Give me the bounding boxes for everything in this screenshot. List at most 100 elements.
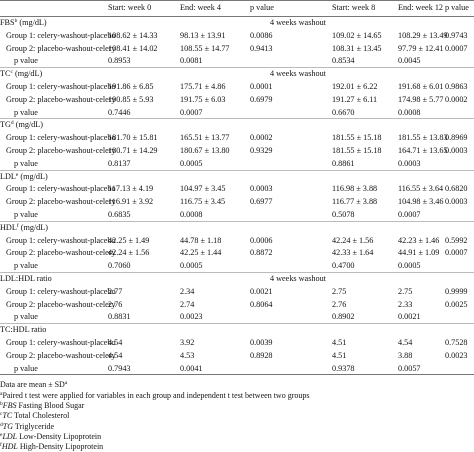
cell: 0.0003	[398, 158, 421, 168]
footnote-mark: a	[0, 390, 3, 397]
cell: 0.0086	[250, 30, 273, 40]
cell: 0.0001	[250, 82, 273, 91]
cell: 4.54	[108, 338, 123, 347]
cell: 0.0005	[398, 261, 421, 271]
footnote-ref: f	[16, 222, 19, 229]
row-label: Group 2: placebo-washout-celery	[6, 248, 116, 258]
rule	[0, 220, 474, 222]
cell: 0.0002	[250, 133, 273, 143]
section-title: LDL:HDL ratio	[0, 273, 52, 284]
cell: 0.0003	[445, 146, 468, 155]
cell: 109.02 ± 14.65	[332, 30, 382, 40]
footnote-text: Fasting Blood Sugar	[18, 401, 85, 410]
footnote-mark: d	[0, 421, 3, 428]
rule	[0, 323, 474, 325]
column-header: End: week 4	[180, 3, 221, 12]
section-title: TC:HDL ratio	[0, 324, 46, 335]
cell: 0.0025	[445, 299, 468, 309]
row-label: Group 2: placebo-washout-celery	[6, 94, 116, 104]
cell: 2.76	[332, 299, 347, 309]
cell: 3.92	[180, 338, 195, 347]
section-title: TGd (mg/dL)	[0, 119, 43, 130]
footnote-abbr: TC	[2, 411, 13, 421]
row-label: p value	[14, 107, 38, 117]
footnote: aPaired t test were applied for variable…	[0, 391, 309, 401]
column-header: p value	[250, 3, 274, 12]
section-title: TCc (mg/dL)	[0, 68, 42, 79]
rule	[0, 16, 474, 17]
cell: 0.0008	[398, 107, 421, 117]
row-label: p value	[14, 56, 38, 66]
row-label: p value	[14, 210, 38, 219]
section-title: HDLf (mg/dL)	[0, 222, 48, 233]
section-title: LDLe (mg/dL)	[0, 171, 48, 182]
cell: 181.70 ± 15.81	[108, 133, 158, 143]
cell: 116.55 ± 3.64	[398, 184, 444, 194]
cell: 192.01 ± 6.22	[332, 82, 378, 91]
cell: 0.9378	[332, 363, 355, 373]
cell: 180.67 ± 13.80	[180, 146, 230, 155]
row-label: Group 2: placebo-washout-celery	[6, 146, 116, 155]
cell: 116.98 ± 3.88	[332, 184, 378, 194]
cell: 0.0057	[398, 363, 421, 373]
cell: 0.7943	[108, 363, 131, 373]
cell: 2.76	[108, 299, 123, 309]
cell: 181.55 ± 15.18	[332, 146, 382, 155]
cell: 174.98 ± 5.77	[398, 94, 444, 104]
rule	[0, 67, 474, 69]
rule	[0, 169, 474, 171]
washout-note: 4 weeks washout	[270, 274, 326, 283]
cell: 0.7528	[445, 338, 468, 347]
cell: 0.0039	[250, 338, 273, 347]
section-name: TC	[0, 69, 11, 79]
column-header: Start: week 0	[108, 3, 152, 12]
cell: 181.55 ± 13.83	[398, 133, 448, 143]
cell: 0.6820	[445, 184, 468, 194]
row-label: Group 1: celery-washout-placebo	[6, 338, 116, 347]
footnote-mark: c	[0, 411, 3, 418]
column-header: p value	[445, 3, 469, 12]
cell: 116.91 ± 3.92	[108, 197, 154, 207]
cell: 2.33	[398, 299, 413, 309]
cell: 0.8953	[108, 56, 131, 66]
footnote: bFBS Fasting Blood Sugar	[0, 401, 84, 411]
cell: 0.0008	[180, 210, 203, 219]
cell: 2.75	[332, 286, 347, 296]
cell: 0.6979	[250, 94, 273, 104]
cell: 116.77 ± 3.88	[332, 197, 378, 207]
cell: 0.9863	[445, 82, 468, 91]
footnote: eLDL Low-Density Lipoprotein	[0, 432, 101, 442]
cell: 165.51 ± 13.77	[180, 133, 230, 143]
cell: 42.24 ± 1.56	[108, 248, 150, 258]
rule	[0, 272, 474, 273]
cell: 108.31 ± 13.45	[332, 43, 382, 53]
cell: 2.77	[108, 286, 123, 296]
cell: 0.8861	[332, 158, 355, 168]
section-name: TG	[0, 120, 11, 130]
row-label: Group 1: celery-washout-placebo	[6, 286, 116, 296]
cell: 0.0007	[445, 248, 468, 258]
cell: 0.9413	[250, 43, 273, 53]
cell: 117.13 ± 4.19	[108, 184, 154, 194]
cell: 42.25 ± 1.44	[180, 248, 222, 258]
row-label: Group 1: celery-washout-placebo	[6, 133, 116, 143]
cell: 191.68 ± 6.01	[398, 82, 444, 91]
cell: 0.8534	[332, 56, 355, 66]
cell: 0.0005	[180, 261, 203, 271]
row-label: Group 1: celery-washout-placebo	[6, 30, 116, 40]
footnote-mark: a	[64, 380, 68, 387]
row-label: Group 1: celery-washout-placebo	[6, 184, 116, 194]
cell: 0.8137	[108, 158, 131, 168]
section-unit: (mg/dL)	[20, 222, 49, 232]
cell: 0.8064	[250, 299, 273, 309]
cell: 108.55 ± 14.77	[180, 43, 230, 53]
cell: 108.41 ± 14.02	[108, 43, 158, 53]
cell: 104.98 ± 3.46	[398, 197, 444, 207]
row-label: Group 1: celery-washout-placebo	[6, 235, 116, 245]
footnote-abbr: FBS	[2, 401, 17, 410]
footnote: dTG Triglyceride	[0, 422, 54, 432]
footnote-text: High-Density Lipoprotein	[19, 442, 104, 452]
cell: 2.74	[180, 299, 195, 309]
cell: 0.0081	[180, 56, 203, 66]
cell: 42.33 ± 1.64	[332, 248, 374, 258]
